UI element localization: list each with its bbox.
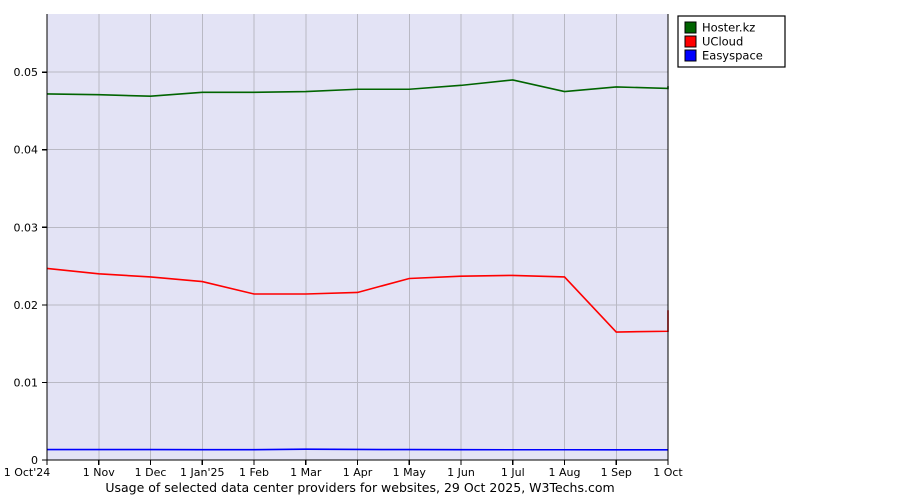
y-tick-label: 0.03: [14, 221, 39, 234]
legend-swatch-ucloud: [684, 35, 697, 48]
x-tick-label: 1 Mar: [290, 466, 322, 479]
legend-label-hoster-kz: Hoster.kz: [702, 21, 755, 35]
legend-swatch-hoster-kz: [684, 21, 697, 34]
series-lines: [46, 79, 669, 451]
series-line-easyspace: [46, 448, 668, 451]
x-tick-label: 1 Apr: [343, 466, 373, 479]
x-tick-label: 1 Oct'24: [4, 466, 51, 479]
legend-label-ucloud: UCloud: [702, 35, 743, 49]
series-line-ucloud: [46, 267, 669, 333]
y-tick-label: 0.05: [14, 66, 39, 79]
chart-caption: Usage of selected data center providers …: [105, 480, 614, 495]
x-tick-label: 1 Jul: [501, 466, 525, 479]
x-axis-ticks: 1 Oct'24 1 Nov 1 Dec 1 Jan'25 1 Feb 1 Mar 1 Ap…: [4, 460, 683, 479]
y-tick-label: 0.01: [14, 376, 39, 389]
legend-swatch-easyspace: [684, 49, 697, 62]
x-tick-label: 1 Oct: [653, 466, 683, 479]
y-tick-label: 0.04: [14, 144, 39, 157]
x-tick-label: 1 Jun: [447, 466, 475, 479]
x-tick-label: 1 Aug: [549, 466, 581, 479]
y-tick-label: 0.02: [14, 299, 39, 312]
x-tick-label: 1 Dec: [135, 466, 167, 479]
x-tick-label: 1 Nov: [83, 466, 115, 479]
y-tick-label: 0: [31, 454, 38, 467]
series-line-hoster-kz: [46, 79, 669, 98]
x-tick-label: 1 Feb: [239, 466, 269, 479]
legend-label-easyspace: Easyspace: [702, 49, 763, 63]
x-tick-label: 1 Jan'25: [180, 466, 224, 479]
x-tick-label: 1 May: [393, 466, 427, 479]
y-axis-ticks: 0 0.01 0.02 0.03 0.04 0.05: [14, 66, 47, 467]
x-tick-label: 1 Sep: [601, 466, 632, 479]
